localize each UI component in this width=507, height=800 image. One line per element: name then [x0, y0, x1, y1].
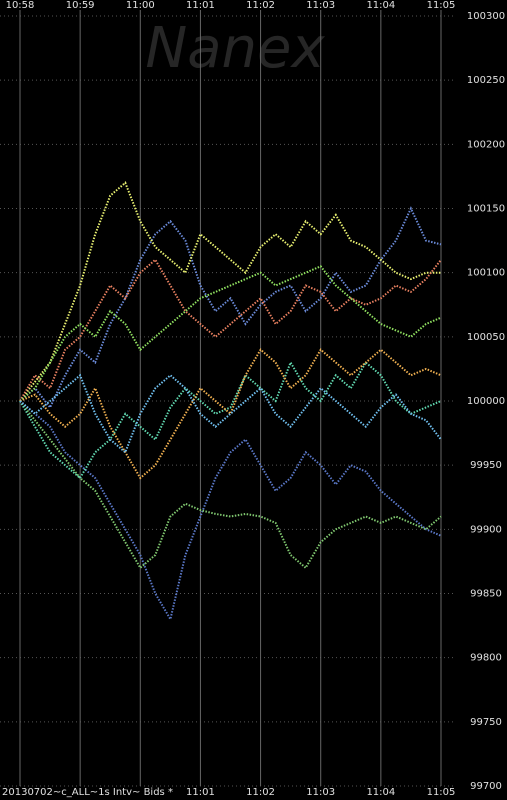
x-tick-label: 11:05 — [427, 787, 456, 798]
series-line — [19, 400, 442, 622]
y-tick-label: 99950 — [470, 460, 502, 471]
x-tick-label: 11:05 — [427, 0, 456, 11]
y-tick-label: 100000 — [467, 396, 505, 407]
x-tick-label: 11:00 — [126, 0, 155, 11]
y-tick-label: 100100 — [467, 268, 505, 279]
series-line — [19, 348, 442, 480]
x-tick-label: 11:03 — [306, 787, 335, 798]
series-line — [19, 360, 442, 480]
series-line — [19, 258, 442, 402]
y-tick-label: 100200 — [467, 139, 505, 150]
x-tick-label: 11:04 — [366, 787, 395, 798]
x-tick-label: 11:02 — [246, 787, 275, 798]
y-tick-label: 100300 — [467, 11, 505, 22]
y-tick-label: 100050 — [467, 332, 505, 343]
footer: 20130702~c_ALL~1s Intv~ Bids * — [2, 787, 173, 798]
x-tick-label: 10:58 — [6, 0, 35, 11]
y-tick-label: 99750 — [470, 717, 502, 728]
watermark: Nanex — [145, 16, 325, 81]
series-line — [19, 206, 442, 410]
y-tick-label: 99900 — [470, 524, 502, 535]
y-tick-label: 99800 — [470, 653, 502, 664]
x-tick-label: 11:02 — [246, 0, 275, 11]
x-tick-label: 10:59 — [66, 0, 95, 11]
x-tick-label: 11:01 — [186, 787, 215, 798]
x-tick-label: 11:03 — [306, 0, 335, 11]
y-tick-label: 99850 — [470, 589, 502, 600]
y-tick-label: 100150 — [467, 204, 505, 215]
series-line — [19, 265, 442, 402]
y-tick-label: 100250 — [467, 75, 505, 86]
series-line — [19, 373, 442, 454]
x-tick-label: 11:01 — [186, 0, 215, 11]
x-tick-label: 11:04 — [366, 0, 395, 11]
y-tick-label: 99700 — [470, 781, 502, 792]
